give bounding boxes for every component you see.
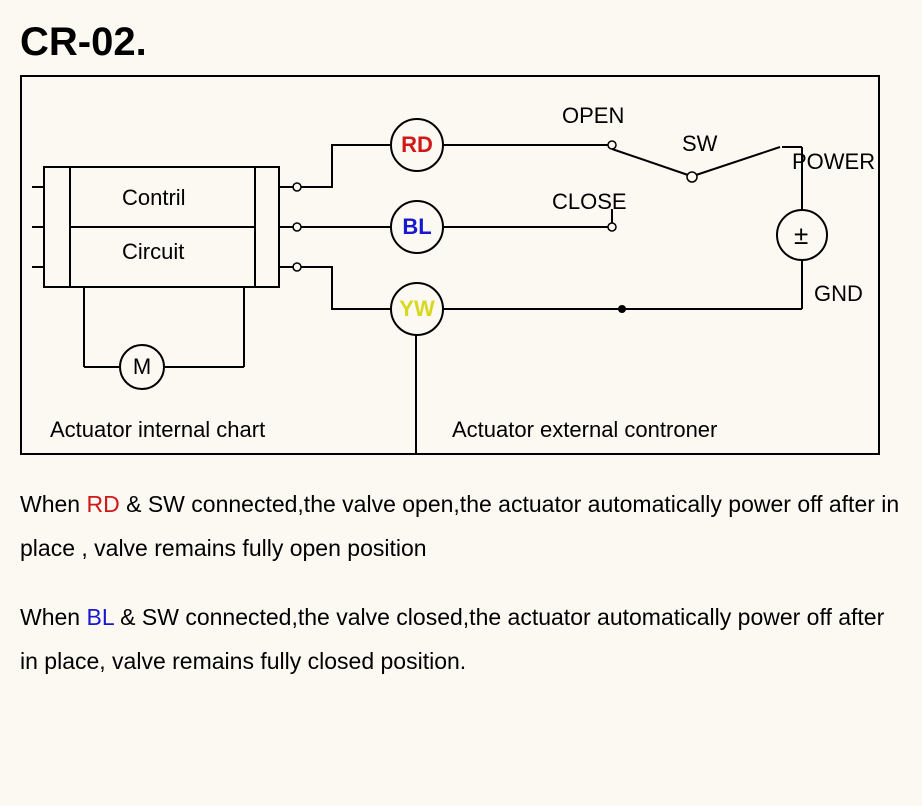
bl-node: BL [390,200,444,254]
close-label: CLOSE [552,189,627,215]
bl-label: BL [402,214,431,240]
open-label: OPEN [562,103,624,129]
sw-label: SW [682,131,717,157]
desc2-wire: BL [86,604,113,630]
desc1-rest: & SW connected,the valve open,the actuat… [20,491,899,561]
description-1: When RD & SW connected,the valve open,th… [20,483,902,570]
desc1-wire: RD [86,491,119,517]
pm-label: ± [794,220,808,251]
diagram-svg [22,77,882,457]
motor-node: M [119,344,165,390]
rd-node: RD [390,118,444,172]
motor-label: M [133,354,151,380]
yw-node: YW [390,282,444,336]
section-right-label: Actuator external controner [452,417,717,443]
power-label: POWER [792,149,875,175]
diagram-title: CR-02. [20,20,902,65]
section-left-label: Actuator internal chart [50,417,265,443]
wiring-diagram: Contril Circuit M RD BL YW OPEN SW CLOSE… [20,75,880,455]
control-label-2: Circuit [122,239,184,265]
yw-label: YW [399,296,434,322]
description-2: When BL & SW connected,the valve closed,… [20,596,902,683]
rd-label: RD [401,132,433,158]
control-label-1: Contril [122,185,186,211]
gnd-label: GND [814,281,863,307]
desc2-prefix: When [20,604,86,630]
desc2-rest: & SW connected,the valve closed,the actu… [20,604,884,674]
desc1-prefix: When [20,491,86,517]
